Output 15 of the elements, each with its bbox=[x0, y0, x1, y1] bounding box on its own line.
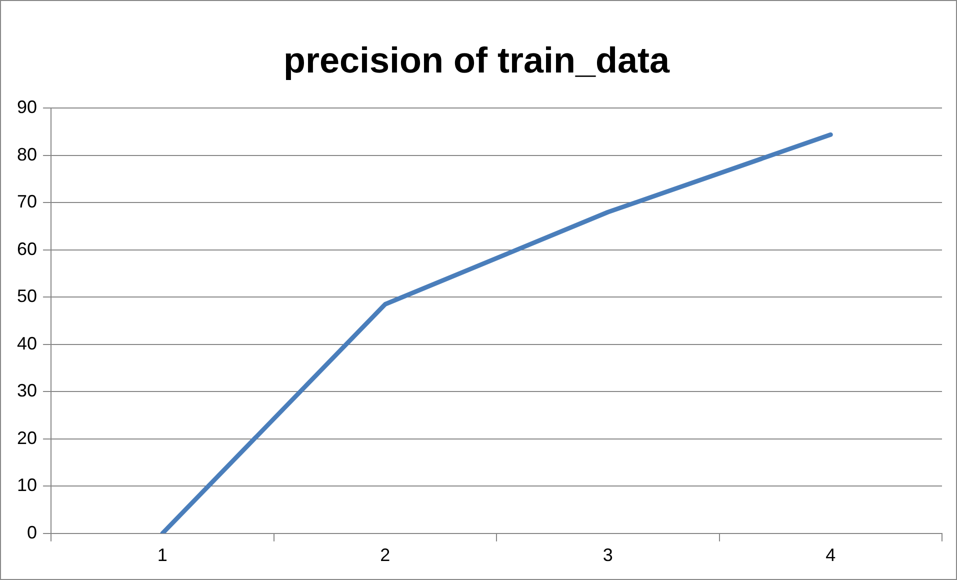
y-tick-label: 30 bbox=[16, 380, 38, 401]
y-tick-label: 50 bbox=[16, 286, 38, 306]
chart-title: precision of train_data bbox=[283, 40, 671, 81]
y-tick-label: 90 bbox=[16, 97, 38, 118]
x-tick-label: 3 bbox=[602, 545, 613, 566]
y-tick-label: 10 bbox=[16, 475, 38, 496]
x-tick-label: 4 bbox=[826, 545, 836, 566]
y-tick-label: 20 bbox=[16, 428, 38, 448]
x-tick-label: 1 bbox=[157, 545, 168, 566]
y-tick-label: 0 bbox=[27, 522, 38, 542]
y-tick-label: 40 bbox=[16, 333, 38, 354]
y-tick-label: 80 bbox=[16, 144, 38, 164]
y-tick-label: 60 bbox=[16, 238, 38, 259]
y-tick-label: 70 bbox=[16, 192, 38, 212]
x-tick-label: 2 bbox=[380, 545, 390, 566]
